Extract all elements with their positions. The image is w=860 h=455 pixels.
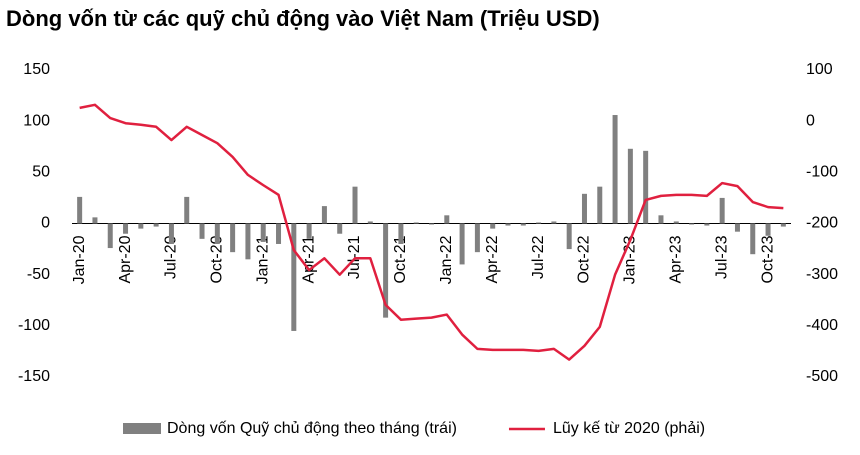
bar bbox=[260, 223, 266, 242]
bar bbox=[551, 221, 557, 224]
bar bbox=[612, 115, 618, 224]
bar bbox=[199, 223, 205, 239]
x-tick-label: Apr-20 bbox=[117, 235, 134, 283]
bar bbox=[658, 215, 664, 224]
bar bbox=[429, 223, 434, 225]
x-tick-label: Jan-20 bbox=[71, 235, 88, 284]
y-tick-label: 50 bbox=[32, 164, 50, 181]
x-tick-label: Oct-20 bbox=[209, 235, 226, 283]
bar bbox=[566, 223, 572, 250]
bar bbox=[704, 223, 710, 226]
bar bbox=[153, 223, 159, 227]
bar bbox=[505, 223, 511, 226]
bar bbox=[413, 222, 419, 224]
x-tick-label: Oct-22 bbox=[576, 235, 593, 283]
y2-tick-label: -400 bbox=[806, 317, 838, 334]
x-tick-label: Jan-22 bbox=[438, 235, 455, 284]
y-tick-label: -100 bbox=[18, 317, 50, 334]
bar bbox=[92, 217, 98, 224]
y2-tick-label: 100 bbox=[806, 61, 833, 78]
bar bbox=[734, 223, 740, 232]
bar bbox=[673, 221, 679, 224]
bar bbox=[306, 223, 312, 239]
x-tick-label: Apr-23 bbox=[667, 235, 684, 283]
bar bbox=[214, 223, 220, 244]
bar bbox=[520, 223, 526, 226]
legend-swatch bbox=[123, 423, 161, 434]
bar bbox=[276, 223, 282, 244]
x-tick-label: Jul-20 bbox=[163, 235, 180, 279]
x-tick-label: Jan-21 bbox=[254, 235, 271, 284]
bar bbox=[367, 221, 373, 224]
y-tick-label: -50 bbox=[27, 266, 50, 283]
bar bbox=[444, 215, 450, 224]
bar bbox=[245, 223, 251, 260]
bar bbox=[123, 223, 129, 234]
bar bbox=[780, 223, 786, 227]
bar bbox=[230, 223, 236, 253]
bar bbox=[77, 196, 83, 224]
y-tick-label: -150 bbox=[18, 368, 50, 385]
y2-tick-label: 0 bbox=[806, 112, 815, 129]
bar bbox=[321, 206, 327, 224]
bar bbox=[107, 223, 113, 249]
bar bbox=[352, 186, 358, 224]
bar bbox=[689, 223, 695, 225]
bar bbox=[581, 193, 587, 224]
x-tick-label: Apr-22 bbox=[484, 235, 501, 283]
bar bbox=[643, 150, 649, 224]
bar bbox=[719, 197, 725, 224]
bar bbox=[765, 223, 771, 236]
bar bbox=[490, 223, 496, 229]
bar bbox=[168, 223, 174, 244]
bar bbox=[184, 196, 190, 224]
bar bbox=[337, 223, 343, 234]
bar bbox=[291, 223, 297, 331]
x-tick-label: Oct-23 bbox=[759, 235, 776, 283]
y2-tick-label: -100 bbox=[806, 164, 838, 181]
line bbox=[79, 103, 784, 361]
bar bbox=[750, 223, 756, 255]
bar bbox=[627, 148, 633, 224]
y2-tick-label: -500 bbox=[806, 368, 838, 385]
x-tick-label: Jul-23 bbox=[713, 235, 730, 279]
y-tick-label: 150 bbox=[23, 61, 50, 78]
chart-title: Dòng vốn từ các quỹ chủ động vào Việt Na… bbox=[6, 6, 600, 31]
bar bbox=[383, 223, 389, 318]
x-tick-label: Oct-21 bbox=[392, 235, 409, 283]
legend-label: Lũy kế từ 2020 (phải) bbox=[553, 420, 705, 437]
bar bbox=[474, 223, 480, 253]
bar bbox=[398, 223, 404, 244]
x-tick-label: Jul-22 bbox=[530, 235, 547, 279]
y2-tick-label: -200 bbox=[806, 215, 838, 232]
bar bbox=[459, 223, 465, 265]
bar bbox=[138, 223, 144, 229]
y-tick-label: 100 bbox=[23, 112, 50, 129]
bar bbox=[597, 186, 603, 224]
y2-tick-label: -300 bbox=[806, 266, 838, 283]
x-tick-label: Apr-21 bbox=[300, 235, 317, 283]
y-tick-label: 0 bbox=[41, 215, 50, 232]
legend-label: Dòng vốn Quỹ chủ động theo tháng (trái) bbox=[167, 420, 457, 437]
bar bbox=[536, 222, 542, 224]
